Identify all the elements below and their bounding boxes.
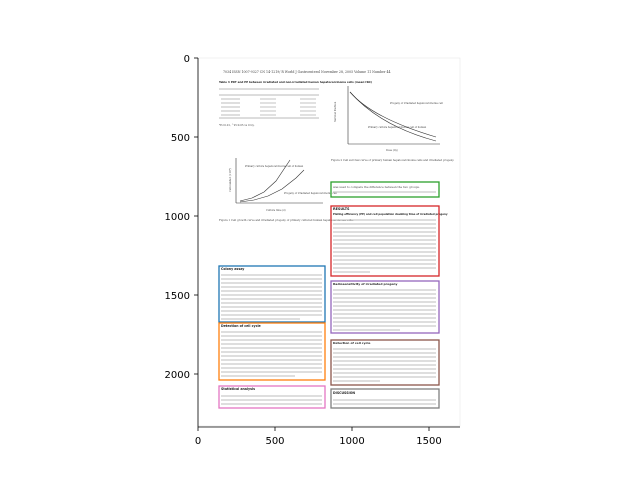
statistical-analysis-text: Statistical analysis bbox=[221, 387, 322, 405]
y-axis: 0 500 1000 1500 2000 bbox=[165, 54, 198, 381]
cell-cycle-heading-right: Detection of cell cycle bbox=[333, 341, 370, 345]
fig1-legend-a: Primary culture hepatocarcinoma cell of … bbox=[245, 165, 304, 168]
axes: 0 500 1000 1500 0 500 1000 1500 2000 bbox=[165, 54, 460, 447]
x-tick-label: 0 bbox=[195, 436, 201, 447]
box-cell-cycle-right bbox=[330, 339, 440, 386]
table4-note: *P<0.01, ^P<0.05 vs 0 Gy. bbox=[219, 123, 255, 127]
box-cell-cycle-left bbox=[218, 322, 326, 381]
y-tick-label: 0 bbox=[184, 54, 190, 65]
figure-2: Progeny of irradiated hepatocarcinoma ce… bbox=[331, 86, 454, 162]
colony-assay-text: Colony assay bbox=[221, 267, 322, 320]
cell-cycle-text-left: Detection of cell cycle bbox=[221, 324, 322, 377]
box-results bbox=[330, 205, 440, 277]
box-discussion bbox=[330, 388, 440, 409]
statistical-analysis-heading: Statistical analysis bbox=[221, 387, 255, 391]
table-4: Table 4 PDT and PE between irradiated an… bbox=[219, 80, 372, 127]
right-column-text: was used to compare the difference betwe… bbox=[333, 185, 448, 405]
y-tick-label: 1500 bbox=[165, 291, 190, 302]
annotation-boxes bbox=[218, 181, 440, 409]
results-heading: RESULTS bbox=[333, 207, 350, 211]
box-comparison bbox=[330, 181, 440, 198]
discussion-heading: DISCUSSION bbox=[333, 391, 355, 395]
box-colony-assay bbox=[218, 265, 326, 323]
cell-cycle-heading-left: Detection of cell cycle bbox=[221, 324, 261, 328]
x-tick-label: 1000 bbox=[339, 436, 364, 447]
comparison-line: was used to compare the difference betwe… bbox=[333, 185, 420, 189]
colony-assay-heading: Colony assay bbox=[221, 267, 245, 271]
y-tick-label: 2000 bbox=[165, 370, 190, 381]
table4-caption: Table 4 PDT and PE between irradiated an… bbox=[219, 80, 372, 84]
fig1-caption: Figure 1 Cell growth curve and irradiate… bbox=[219, 218, 354, 222]
x-tick-label: 1500 bbox=[416, 436, 441, 447]
fig2-caption: Figure 2 Cell survival curve of primary … bbox=[331, 158, 454, 162]
box-statistical-analysis bbox=[218, 385, 326, 409]
fig1-xlabel: Culture time (d) bbox=[266, 209, 286, 212]
document-page: 7034 ISSN 1007-9327 CN 14-1219/ R World … bbox=[197, 57, 461, 427]
y-tick-label: 1000 bbox=[165, 212, 190, 223]
left-column-text: Colony assay Detection of cell cycle bbox=[221, 267, 322, 405]
fig2-legend-a: Progeny of irradiated hepatocarcinoma ce… bbox=[390, 102, 443, 105]
x-axis: 0 500 1000 1500 bbox=[195, 427, 442, 447]
x-tick-label: 500 bbox=[265, 436, 284, 447]
y-tick-label: 500 bbox=[171, 133, 190, 144]
results-subheading: Plating efficiency (PE) and cell populat… bbox=[333, 212, 448, 216]
box-radiosensitivity bbox=[330, 280, 440, 334]
fig2-xlabel: Dose (Gy) bbox=[386, 149, 398, 152]
fig2-ylabel: Survival fraction bbox=[334, 101, 337, 122]
radiosensitivity-heading: Radiosensitivity of irradiated progeny bbox=[333, 282, 398, 286]
fig1-ylabel: Cell number (×10⁴) bbox=[229, 168, 232, 192]
fig2-legend-b: Primary culture hepatocarcinoma cell of … bbox=[368, 126, 427, 129]
page-header: 7034 ISSN 1007-9327 CN 14-1219/ R World … bbox=[223, 70, 391, 74]
fig1-legend-b: Progeny of irradiated hepatocarcinoma ce… bbox=[284, 192, 337, 195]
figure-1: Primary culture hepatocarcinoma cell of … bbox=[219, 158, 354, 222]
